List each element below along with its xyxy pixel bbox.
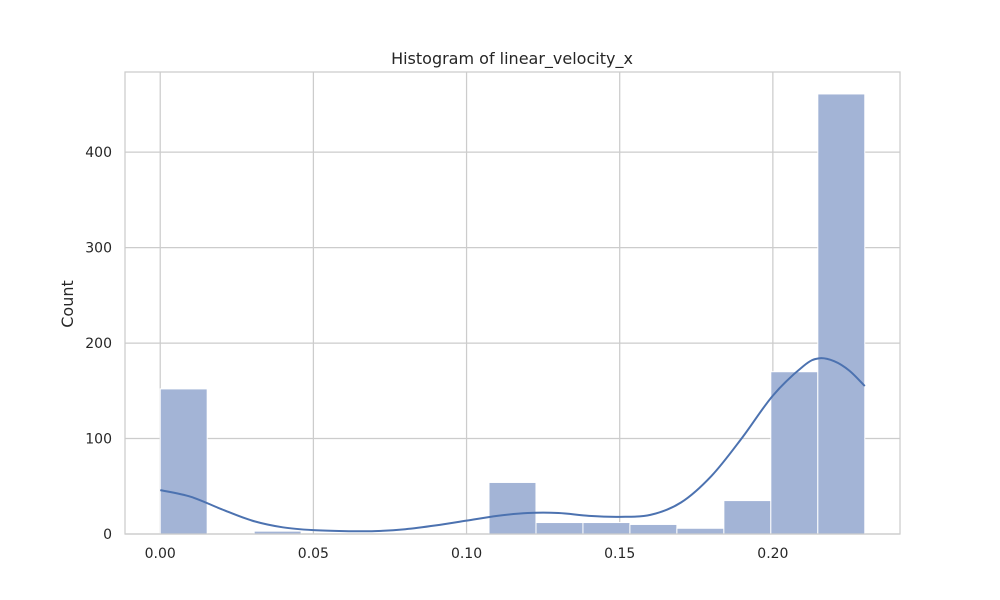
y-tick-label: 0 — [103, 527, 112, 543]
histogram-bar — [582, 522, 631, 535]
y-tick-label: 100 — [85, 432, 112, 448]
histogram-bar — [817, 93, 866, 535]
x-tick-label: 0.00 — [145, 546, 176, 562]
histogram-bar — [159, 388, 208, 535]
y-tick-label: 400 — [85, 145, 112, 161]
y-axis-label: Count — [58, 280, 77, 328]
x-tick-label: 0.20 — [757, 546, 788, 562]
plot-frame — [124, 71, 901, 535]
histogram-bar — [723, 500, 772, 535]
histogram-bar — [535, 522, 584, 535]
x-tick-label: 0.10 — [451, 546, 482, 562]
y-tick-label: 300 — [85, 241, 112, 257]
y-axis-ticks: 0 100 200 300 400 — [85, 145, 112, 543]
histogram-bars — [159, 93, 866, 535]
x-tick-label: 0.15 — [604, 546, 635, 562]
histogram-bar — [488, 481, 537, 535]
x-axis-ticks: 0.00 0.05 0.10 0.15 0.20 — [145, 546, 789, 562]
y-tick-label: 200 — [85, 336, 112, 352]
x-tick-label: 0.05 — [298, 546, 329, 562]
chart-title: Histogram of linear_velocity_x — [391, 49, 633, 69]
histogram-bar — [629, 523, 678, 535]
kde-curve — [160, 357, 866, 533]
histogram-bar — [676, 527, 725, 535]
histogram-bar — [770, 371, 819, 535]
